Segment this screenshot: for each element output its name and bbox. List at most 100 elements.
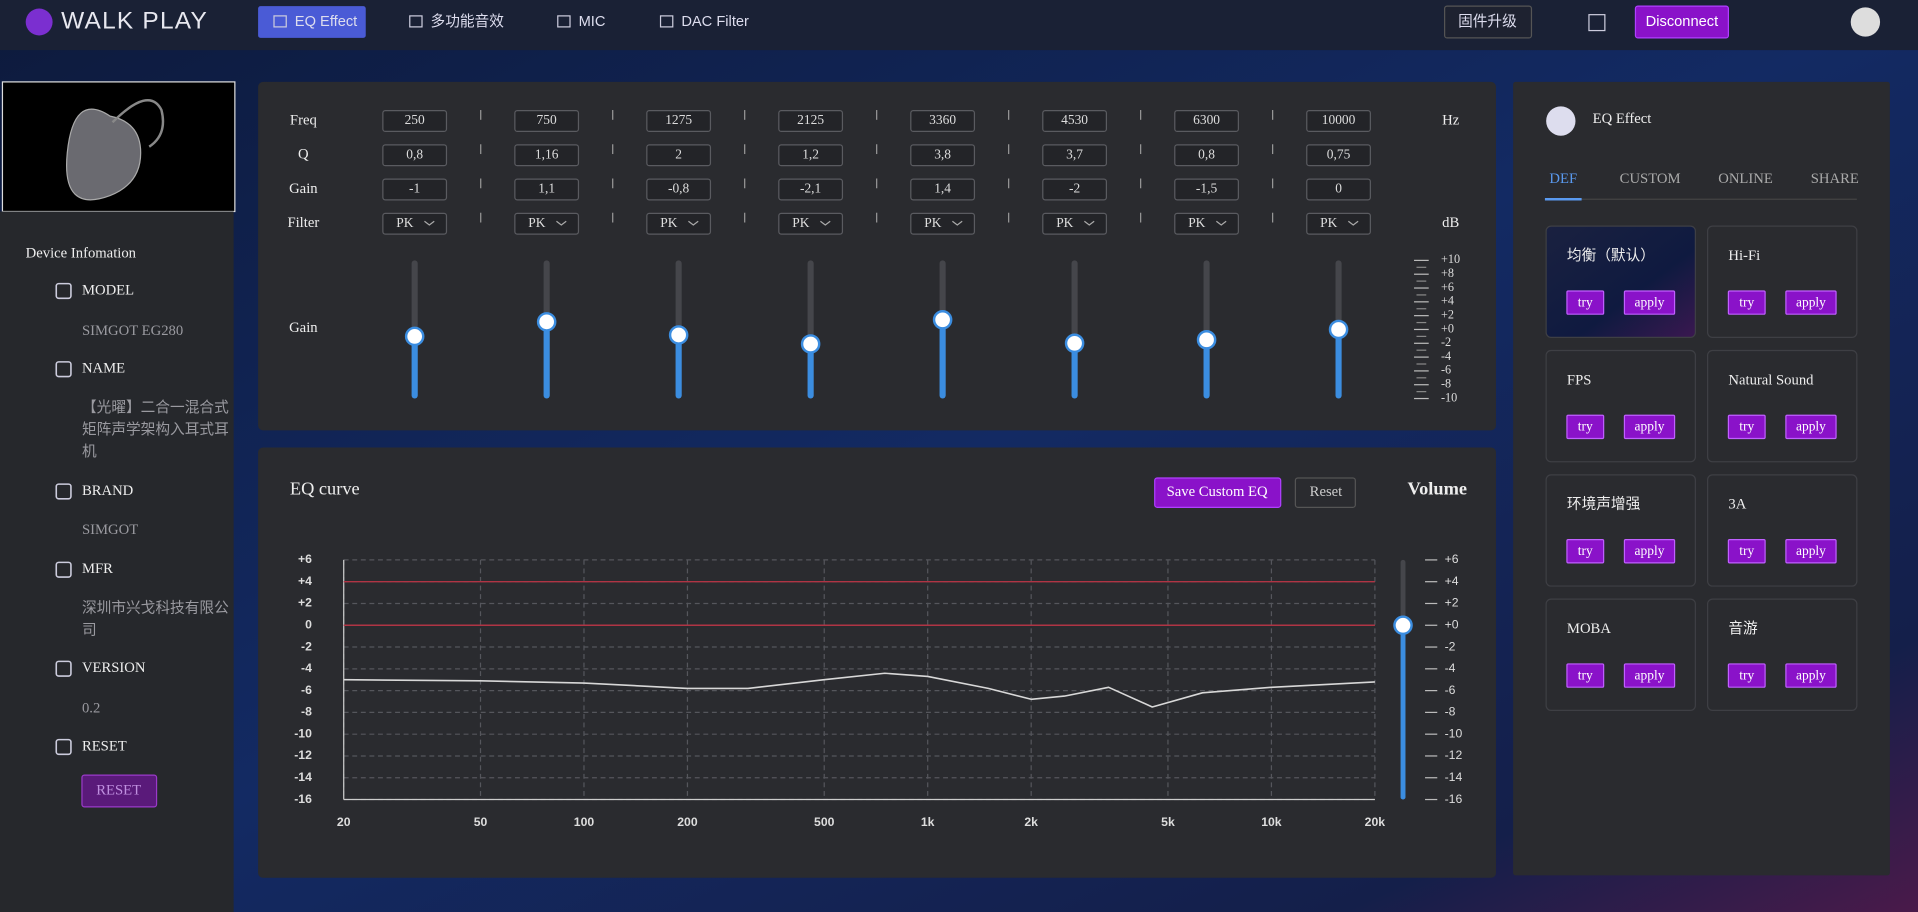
try-button[interactable] [1727,414,1766,440]
apply-button[interactable] [1785,663,1837,688]
apply-button[interactable] [1785,290,1837,315]
band-input[interactable] [910,178,976,201]
band-input[interactable] [1042,178,1108,201]
band-input[interactable] [1306,178,1371,201]
slider-knob[interactable] [1196,330,1217,350]
curve-title: EQ curve [290,478,360,498]
slider-knob[interactable] [1328,319,1349,340]
band-input[interactable] [382,110,448,133]
try-button[interactable] [1727,290,1766,315]
preset-card[interactable] [1706,474,1858,587]
band-input[interactable] [1042,144,1108,167]
apply-button[interactable] [1623,290,1676,315]
band-filter: PK [1056,215,1073,230]
try-button[interactable] [1727,663,1766,688]
apply-button[interactable] [1785,414,1837,440]
apply-button[interactable] [1785,539,1837,564]
preset-card[interactable] [1706,349,1858,463]
item-label: BRAND [82,483,133,499]
band-input[interactable] [1174,110,1239,133]
band-input[interactable] [778,178,844,201]
apply-label: apply [1635,543,1665,558]
scale-label: -10 [1441,390,1457,404]
band-input[interactable] [778,212,844,235]
firmware-button[interactable] [1444,5,1533,39]
band-input[interactable] [514,212,580,235]
band-input[interactable] [910,144,976,167]
band-input[interactable] [910,110,976,133]
row-label: Filter [287,215,319,231]
slider-knob[interactable] [800,334,821,354]
item-value-text: SIMGOT EG280 [81,321,184,339]
save-button[interactable] [1154,477,1282,508]
band-input[interactable] [1174,212,1239,235]
preset-name: 环境声增强 [1567,495,1641,513]
translate-icon[interactable] [1588,14,1606,32]
item-label: NAME [82,361,125,377]
band-input[interactable] [1306,212,1371,235]
band-input[interactable] [1306,110,1371,133]
slider-fill [807,343,814,399]
band-input[interactable] [1042,110,1108,133]
band-input[interactable] [778,144,844,167]
preset-name: Hi-Fi [1728,248,1760,264]
band-input[interactable] [1042,212,1108,235]
band-input[interactable] [646,178,712,201]
band-gain: -2,1 [800,181,821,196]
disconnect-button[interactable] [1634,5,1730,39]
band-filter: PK [1320,215,1337,230]
y-tick-label: +6 [298,552,312,566]
band-input[interactable] [1174,144,1239,167]
apply-button[interactable] [1623,663,1676,688]
scale-label: +4 [1441,294,1454,308]
band-input[interactable] [646,110,712,133]
try-button[interactable] [1727,539,1766,564]
band-input[interactable] [514,110,580,133]
slider-fill [411,336,418,399]
try-button[interactable] [1566,290,1605,315]
band-input[interactable] [646,144,712,167]
nav-tab[interactable] [258,6,366,38]
slider-knob[interactable] [536,312,557,332]
band-input[interactable] [910,212,976,235]
band-input[interactable] [1306,144,1371,167]
try-label: try [1578,543,1593,558]
try-button[interactable] [1566,414,1605,440]
logo-icon [25,8,53,36]
brand: WALK PLAY [61,7,208,34]
slider-knob[interactable] [668,325,689,345]
preset-card[interactable] [1706,225,1858,339]
apply-button[interactable] [1623,414,1676,440]
band-input[interactable] [382,178,448,201]
preset-card[interactable] [1545,598,1696,712]
scale-label: -4 [1441,349,1451,363]
band-input[interactable] [646,212,712,235]
scale-label: +6 [1441,280,1454,294]
apply-label: apply [1635,294,1665,309]
row-label: Freq [290,112,318,128]
item-value: 【光曜】二合一混合式矩阵声学架构入耳式耳机 [82,399,229,460]
band-input[interactable] [382,212,448,235]
slider-knob[interactable] [404,326,425,347]
reset-curve-button[interactable] [1294,477,1356,508]
chevron [820,220,831,226]
band-input[interactable] [514,144,580,167]
reset-button[interactable] [81,774,158,808]
preset-card[interactable] [1706,598,1858,712]
slider-knob[interactable] [932,310,953,330]
try-button[interactable] [1566,539,1605,564]
preset-card[interactable] [1545,225,1696,339]
slider-knob[interactable] [1064,333,1085,354]
band-input[interactable] [778,110,844,133]
item-icon [55,361,72,378]
apply-label: apply [1635,419,1665,434]
volume-knob[interactable] [1393,615,1413,636]
band-input[interactable] [514,178,580,201]
preset-card[interactable] [1545,474,1696,587]
preset-card[interactable] [1545,349,1696,463]
apply-button[interactable] [1623,539,1676,564]
band-input[interactable] [1174,178,1239,201]
avatar[interactable] [1850,7,1881,37]
band-input[interactable] [382,144,448,167]
try-button[interactable] [1566,663,1605,688]
